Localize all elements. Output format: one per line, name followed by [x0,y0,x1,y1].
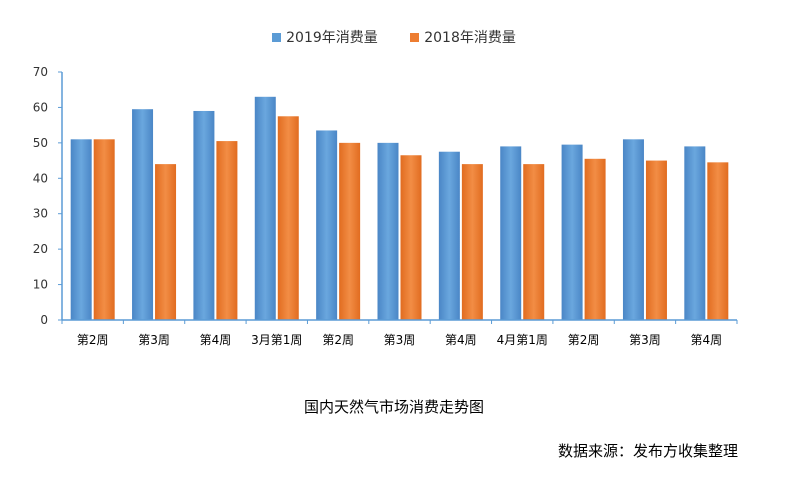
bar-2019-2 [193,110,215,320]
bar-2018-3 [277,116,299,321]
y-tick-label-4: 40 [33,171,48,185]
legend-swatch-2018 [410,32,420,42]
axes-group: 0 10 20 30 40 50 60 70 第2周 第3周 第4周 3月第1周 第2周 第3周 第4周 4月… [33,65,738,347]
x-tick-label-3: 3月第1周 [251,333,302,347]
y-tick-label-1: 10 [33,278,48,292]
bar-2019-7 [500,146,522,320]
legend-label-2018: 2018年消费量 [424,30,516,46]
bar-2019-8 [561,144,583,320]
x-tick-label-5: 第3周 [384,333,416,347]
x-tick-label-10: 第4周 [690,333,722,347]
bar-2018-9 [645,160,667,320]
bars-group [70,96,729,321]
y-tick-label-3: 30 [33,207,48,221]
bar-2019-10 [684,146,706,320]
y-tick-label-2: 20 [33,242,48,256]
bar-2018-8 [584,158,606,320]
bar-2019-9 [622,139,644,320]
bar-2019-1 [132,109,154,320]
legend: 2019年消费量 2018年消费量 [0,27,788,47]
bar-2018-2 [216,141,238,320]
bar-2018-10 [707,162,729,320]
chart-caption: 国内天然气市场消费走势图 [303,398,484,416]
x-tick-label-2: 第4周 [200,333,232,347]
bar-2019-0 [70,139,92,320]
bar-2019-3 [254,96,276,320]
bar-2019-4 [316,130,338,320]
x-tick-label-7: 4月第1周 [497,333,548,347]
bar-2018-5 [400,155,422,320]
x-tick-label-1: 第3周 [138,333,170,347]
y-tick-label-6: 60 [33,100,48,114]
bar-2018-6 [461,164,483,320]
bar-2018-1 [155,164,177,320]
bar-2018-4 [339,142,361,320]
legend-item-2019: 2019年消费量 [272,27,378,47]
x-tick-label-9: 第3周 [629,333,661,347]
bar-2018-7 [523,164,545,320]
source-note: 数据来源：发布方收集整理 [557,442,738,460]
y-tick-label-0: 0 [40,313,48,327]
bar-2018-0 [93,139,115,320]
legend-swatch-2019 [272,32,282,42]
bar-2019-6 [438,151,460,320]
legend-item-2018: 2018年消费量 [410,27,516,47]
x-tick-label-6: 第4周 [445,333,477,347]
x-tick-label-0: 第2周 [77,333,109,347]
y-tick-label-5: 50 [33,136,48,150]
legend-label-2019: 2019年消费量 [286,30,378,46]
x-tick-label-4: 第2周 [322,333,354,347]
bar-2019-5 [377,142,399,320]
y-tick-label-7: 70 [33,65,48,79]
x-tick-label-8: 第2周 [568,333,600,347]
